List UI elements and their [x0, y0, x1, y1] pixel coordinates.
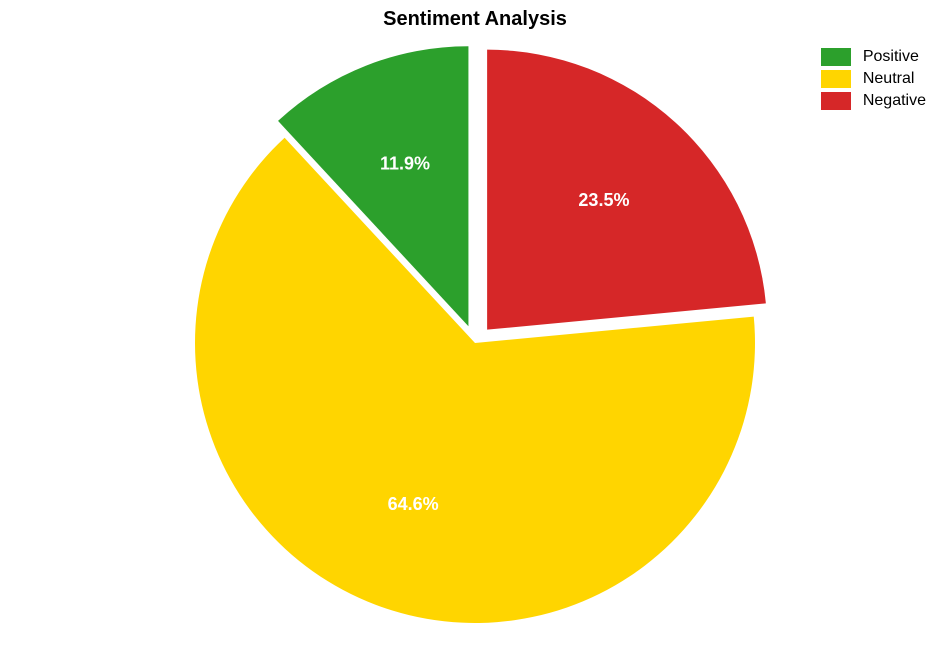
pie-label-negative: 23.5%: [578, 190, 629, 210]
legend-swatch-negative: [821, 92, 851, 110]
legend-swatch-neutral: [821, 70, 851, 88]
legend-label-negative: Negative: [863, 92, 926, 110]
legend: Positive Neutral Negative: [821, 48, 926, 114]
pie-svg: 11.9% 64.6% 23.5%: [0, 0, 950, 662]
sentiment-pie-chart: Sentiment Analysis 11.9%64.6%23.5% Posit…: [0, 0, 950, 662]
legend-label-neutral: Neutral: [863, 70, 915, 88]
pie-label-neutral: 64.6%: [388, 494, 439, 514]
legend-item-neutral: Neutral: [821, 70, 926, 88]
legend-label-positive: Positive: [863, 48, 919, 66]
legend-item-positive: Positive: [821, 48, 926, 66]
legend-swatch-positive: [821, 48, 851, 66]
legend-item-negative: Negative: [821, 92, 926, 110]
pie-label-positive: 11.9%: [380, 153, 430, 173]
